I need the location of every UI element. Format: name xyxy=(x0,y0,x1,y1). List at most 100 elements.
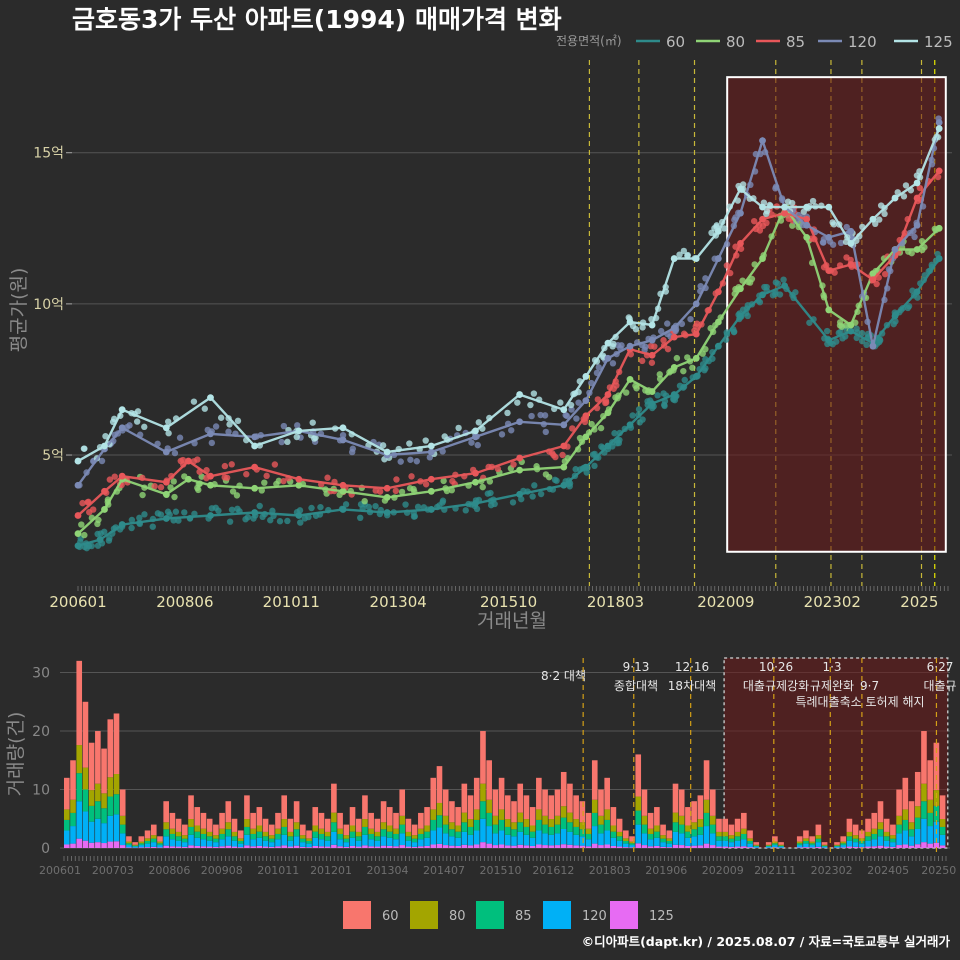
bar-segment-80 xyxy=(442,815,449,825)
bar-segment-120 xyxy=(268,842,275,847)
series-60-marker xyxy=(648,400,656,408)
event-desc-label: 대출규 xyxy=(923,679,956,693)
series-80-point xyxy=(622,389,630,396)
bar-segment-120 xyxy=(548,834,555,846)
bar-segment-85 xyxy=(126,843,132,846)
bar-segment-125 xyxy=(542,845,548,848)
bar-segment-120 xyxy=(355,840,362,847)
series-120-point xyxy=(413,458,421,465)
series-125-marker xyxy=(427,442,435,450)
bar-segment-125 xyxy=(728,846,735,848)
bar-segment-60 xyxy=(672,783,679,813)
y-axis-title: 평균가(원) xyxy=(8,268,30,353)
series-125-marker xyxy=(648,321,656,329)
bar-segment-125 xyxy=(231,846,238,848)
bar-segment-60 xyxy=(654,807,660,826)
series-60-marker xyxy=(781,282,788,290)
bar-segment-80 xyxy=(144,838,151,841)
bar-segment-85 xyxy=(349,831,356,838)
bar-segment-120 xyxy=(70,826,76,844)
bar-segment-80 xyxy=(95,783,101,802)
bar-segment-85 xyxy=(182,838,188,843)
bar-segment-85 xyxy=(691,829,697,837)
series-125-point xyxy=(514,399,521,406)
series-125-marker xyxy=(714,227,722,235)
bar-segment-60 xyxy=(591,760,598,800)
bar-segment-80 xyxy=(256,825,263,832)
series-125-marker xyxy=(516,391,524,398)
bar-segment-125 xyxy=(399,845,406,848)
bar-segment-60 xyxy=(486,760,492,800)
bar-segment-60 xyxy=(411,824,418,836)
bar-segment-80 xyxy=(616,831,623,837)
bar-segment-125 xyxy=(473,844,480,848)
bar-segment-120 xyxy=(877,836,884,846)
bar-segment-120 xyxy=(846,840,853,847)
bar-segment-85 xyxy=(890,838,896,843)
series-120-point xyxy=(294,422,301,429)
bar-segment-60 xyxy=(703,760,710,800)
series-85-marker xyxy=(472,469,479,477)
bar-segment-60 xyxy=(225,801,232,823)
series-60-point xyxy=(267,517,274,524)
bar-segment-60 xyxy=(237,830,244,839)
bar-segment-60 xyxy=(709,789,716,816)
series-85-point xyxy=(916,184,924,192)
series-60-marker xyxy=(207,512,214,519)
bar-segment-125 xyxy=(647,846,654,848)
bar-segment-120 xyxy=(523,834,530,846)
bar-segment-85 xyxy=(380,829,387,837)
series-120-point xyxy=(541,412,549,419)
series-60-point xyxy=(296,507,304,514)
series-60-point xyxy=(531,482,538,489)
bar-segment-85 xyxy=(548,826,555,835)
series-125-point xyxy=(557,399,564,406)
bar-segment-120 xyxy=(324,840,331,847)
bar-segment-125 xyxy=(877,845,884,848)
legend-swatch xyxy=(410,901,438,929)
bar-segment-85 xyxy=(95,801,101,819)
bar-segment-125 xyxy=(424,845,430,848)
series-120-point xyxy=(542,428,549,436)
bar-segment-60 xyxy=(200,812,207,829)
bar-segment-80 xyxy=(380,822,387,830)
bar-segment-60 xyxy=(449,801,455,823)
series-60-point xyxy=(157,511,165,518)
bar-segment-85 xyxy=(877,829,884,837)
series-125-point xyxy=(133,418,141,425)
bar-segment-85 xyxy=(666,840,673,844)
series-125-marker xyxy=(560,406,568,414)
bar-segment-80 xyxy=(343,835,350,839)
series-120-point xyxy=(474,441,481,449)
x-tick-label: 20250 xyxy=(921,864,956,877)
series-60-marker xyxy=(295,512,303,519)
bar-segment-80 xyxy=(871,828,878,834)
event-desc-label: 규제완화 xyxy=(810,679,854,693)
series-85-point xyxy=(639,357,646,365)
bar-segment-85 xyxy=(865,836,871,841)
bar-segment-80 xyxy=(921,783,927,802)
bar-segment-125 xyxy=(138,847,145,848)
series-60-point xyxy=(876,338,883,346)
series-85-point xyxy=(660,337,667,344)
bar-segment-85 xyxy=(64,819,70,831)
bar-segment-60 xyxy=(82,701,89,768)
bar-segment-120 xyxy=(318,839,325,847)
bar-segment-60 xyxy=(641,789,648,816)
series-125-point xyxy=(226,421,233,428)
bar-segment-80 xyxy=(505,819,511,827)
series-125-point xyxy=(527,401,534,409)
series-80-point xyxy=(95,516,102,524)
series-85-point xyxy=(157,484,165,491)
bar-segment-60 xyxy=(461,783,468,813)
bar-segment-125 xyxy=(244,845,250,848)
bar-segment-120 xyxy=(287,840,294,847)
x-axis-title: 거래년월 xyxy=(477,610,547,632)
series-125-point xyxy=(141,423,148,431)
bar-segment-125 xyxy=(741,846,747,848)
bar-segment-120 xyxy=(859,843,865,848)
bar-segment-80 xyxy=(318,828,325,834)
bar-segment-85 xyxy=(82,789,89,812)
bar-segment-120 xyxy=(511,836,517,846)
bar-segment-80 xyxy=(473,809,480,820)
